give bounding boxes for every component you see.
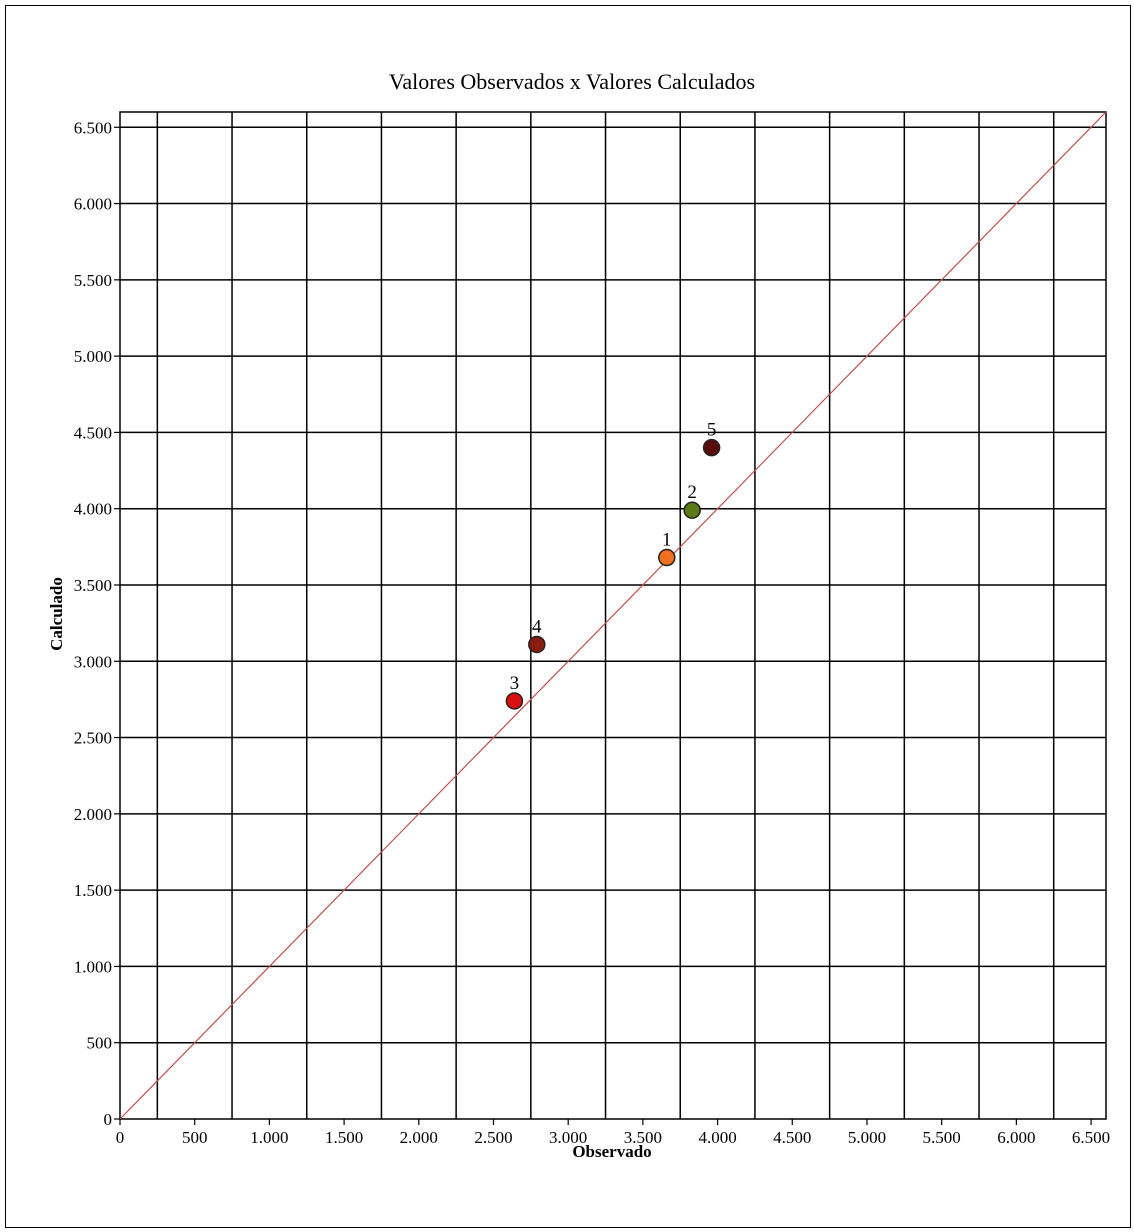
y-tick-label: 1.500	[74, 881, 112, 900]
y-tick-label: 3.500	[74, 576, 112, 595]
y-tick-label: 1.000	[74, 957, 112, 976]
y-tick-label: 500	[87, 1034, 113, 1053]
data-points: 1 2 3 4 5	[505, 420, 721, 710]
plot-area	[119, 111, 1107, 1120]
x-tick-label: 2.500	[474, 1128, 512, 1147]
y-tick-label: 2.500	[74, 729, 112, 748]
data-point-marker	[702, 438, 721, 457]
data-point-marker	[528, 635, 546, 654]
x-tick-label: 2.000	[400, 1128, 438, 1147]
y-tick-label: 2.000	[74, 805, 112, 824]
data-point-label: 2	[687, 482, 697, 503]
data-point-marker	[683, 501, 701, 519]
chart-title: Valores Observados x Valores Calculados	[389, 69, 755, 94]
y-tick-label: 4.000	[74, 500, 112, 519]
y-tick-label: 6.000	[74, 195, 112, 214]
x-tick-label: 3.000	[549, 1128, 587, 1147]
x-tick-label: 4.500	[773, 1128, 811, 1147]
x-tick-label: 5.000	[848, 1128, 886, 1147]
x-tick-label: 0	[116, 1128, 125, 1147]
x-tick-label: 1.000	[250, 1128, 288, 1147]
data-point-label: 3	[510, 673, 520, 694]
x-tick-label: 3.500	[624, 1128, 662, 1147]
x-axis: 0 500 1.000 1.500 2.000 2.500 3.000 3.500 4.000 4…	[116, 1119, 1110, 1147]
data-point-marker	[505, 692, 524, 710]
identity-line	[119, 111, 1107, 1120]
y-tick-label: 3.000	[74, 652, 112, 671]
data-point-marker	[658, 548, 676, 567]
grid	[120, 112, 1106, 1119]
x-tick-label: 6.000	[997, 1128, 1035, 1147]
y-tick-label: 6.500	[74, 118, 112, 137]
y-tick-label: 0	[104, 1110, 113, 1129]
x-tick-label: 4.000	[698, 1128, 736, 1147]
x-tick-label: 6.500	[1072, 1128, 1110, 1147]
x-axis-title: Observado	[572, 1142, 651, 1161]
x-tick-label: 1.500	[325, 1128, 363, 1147]
data-point-label: 4	[532, 616, 542, 637]
chart-frame	[5, 5, 1131, 1228]
data-point-label: 1	[662, 530, 672, 551]
data-point-label: 5	[707, 420, 717, 441]
y-axis-title: Calculado	[47, 577, 66, 651]
x-tick-label: 500	[182, 1128, 208, 1147]
x-tick-label: 5.500	[923, 1128, 961, 1147]
y-tick-label: 5.000	[74, 347, 112, 366]
y-tick-label: 4.500	[74, 423, 112, 442]
y-axis: 0 500 1.000 1.500 2.000 2.500 3.000 3.500 4.000 4…	[74, 118, 120, 1129]
y-tick-label: 5.500	[74, 271, 112, 290]
